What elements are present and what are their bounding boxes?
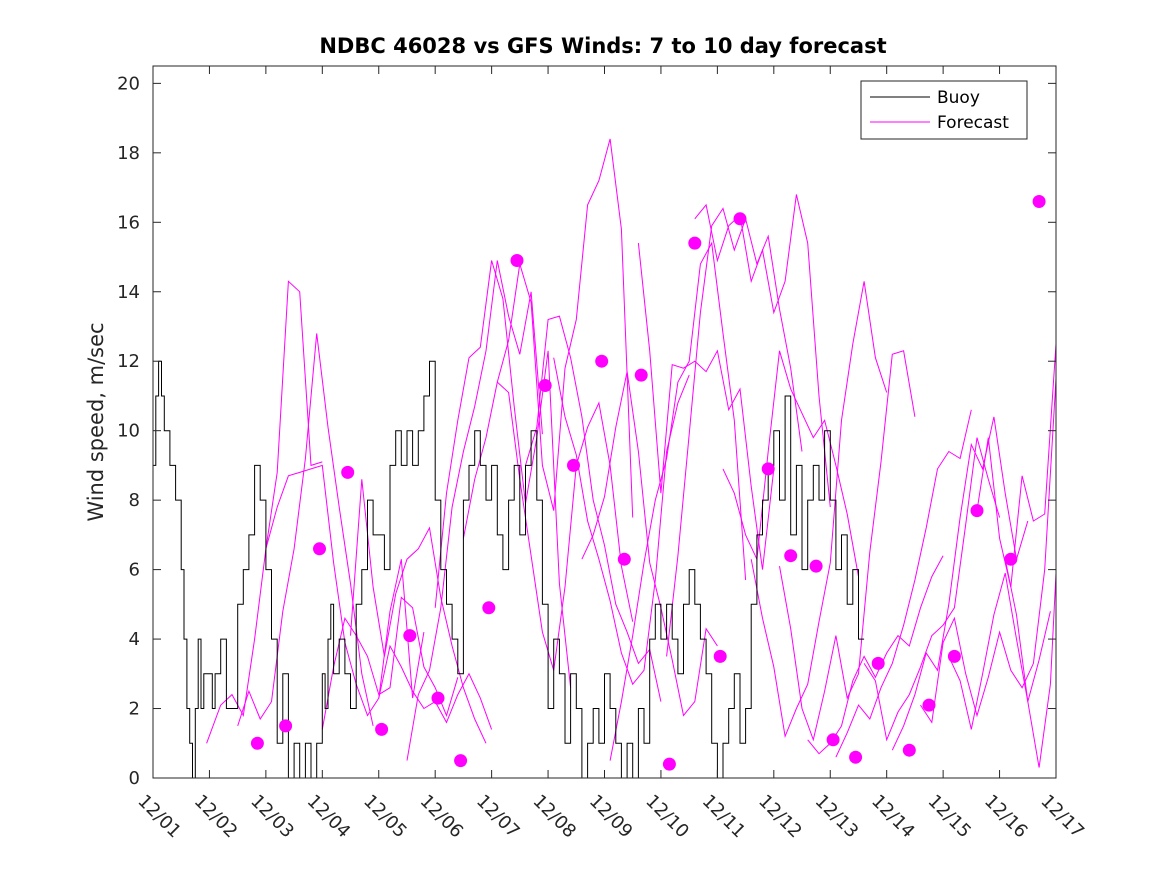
forecast-marker <box>1004 552 1018 566</box>
forecast-line-17 <box>694 194 831 508</box>
y-tick-label: 4 <box>129 629 140 650</box>
forecast-line-26 <box>948 572 1051 730</box>
forecast-marker <box>761 462 775 476</box>
forecast-line-27 <box>976 343 1057 588</box>
forecast-line-4 <box>321 596 459 730</box>
series-layer <box>153 138 1057 779</box>
y-tick-label: 14 <box>117 282 140 303</box>
forecast-marker <box>279 719 293 733</box>
plot-area <box>153 66 1056 778</box>
y-tick-label: 16 <box>117 212 140 233</box>
forecast-marker <box>617 552 631 566</box>
forecast-marker <box>826 733 840 747</box>
forecast-marker <box>902 743 916 757</box>
y-axis-label: Wind speed, m/sec <box>84 322 108 521</box>
legend-label-buoy: Buoy <box>937 88 980 108</box>
buoy-line <box>153 360 865 779</box>
forecast-line-7 <box>406 260 543 761</box>
forecast-marker <box>784 549 798 563</box>
y-tick-label: 12 <box>117 351 140 372</box>
forecast-line-28 <box>1004 559 1057 768</box>
forecast-line-14 <box>609 241 747 761</box>
forecast-line-12 <box>553 357 690 686</box>
forecast-marker <box>733 212 747 226</box>
forecast-marker <box>313 542 326 556</box>
forecast-marker <box>809 559 823 573</box>
forecast-line-19 <box>750 281 888 739</box>
forecast-line-25 <box>920 378 1057 724</box>
forecast-line-15 <box>637 243 775 570</box>
forecast-marker <box>970 504 984 518</box>
forecast-marker <box>849 750 863 764</box>
forecast-marker <box>871 656 885 670</box>
forecast-marker <box>688 236 702 250</box>
forecast-marker <box>510 254 524 267</box>
forecast-line-5 <box>350 479 487 744</box>
forecast-marker <box>595 354 609 368</box>
forecast-marker <box>341 465 355 479</box>
forecast-line-22 <box>835 409 972 758</box>
forecast-line-20 <box>779 350 916 742</box>
y-tick-label: 6 <box>129 560 140 581</box>
forecast-marker <box>431 691 445 705</box>
forecast-line-16 <box>666 207 803 657</box>
forecast-marker <box>662 757 676 771</box>
forecast-line-23 <box>863 437 1001 742</box>
forecast-marker <box>403 629 417 643</box>
forecast-marker <box>947 649 961 663</box>
forecast-marker <box>922 698 936 712</box>
legend-box <box>860 80 1028 140</box>
y-tick-label: 8 <box>129 490 140 511</box>
marker-layer <box>250 195 1046 771</box>
forecast-line-11 <box>525 315 662 702</box>
y-tick-label: 2 <box>129 699 140 720</box>
forecast-marker <box>634 368 648 382</box>
forecast-line-24 <box>891 416 1029 751</box>
forecast-marker <box>482 601 496 615</box>
forecast-marker <box>713 649 727 663</box>
chart-title: NDBC 46028 vs GFS Winds: 7 to 10 day for… <box>319 34 886 58</box>
forecast-marker <box>250 736 264 750</box>
legend: Buoy Forecast <box>860 80 1028 140</box>
y-tick-label: 20 <box>117 73 140 94</box>
forecast-line-8 <box>434 260 572 688</box>
forecast-marker <box>454 754 468 768</box>
legend-label-forecast: Forecast <box>937 113 1009 133</box>
forecast-marker <box>375 722 389 736</box>
forecast-line-18 <box>722 350 859 577</box>
forecast-line-2 <box>237 333 374 727</box>
forecast-line-9 <box>462 138 634 539</box>
y-tick-label: 0 <box>129 768 140 789</box>
forecast-line-13 <box>581 371 718 717</box>
forecast-marker <box>1032 195 1046 208</box>
y-tick-label: 18 <box>117 143 140 164</box>
forecast-marker <box>567 458 580 472</box>
forecast-marker <box>538 379 552 392</box>
y-axis: 0 2 4 6 8 10 12 14 16 18 20 <box>117 73 1056 789</box>
y-tick-label: 10 <box>117 421 140 442</box>
